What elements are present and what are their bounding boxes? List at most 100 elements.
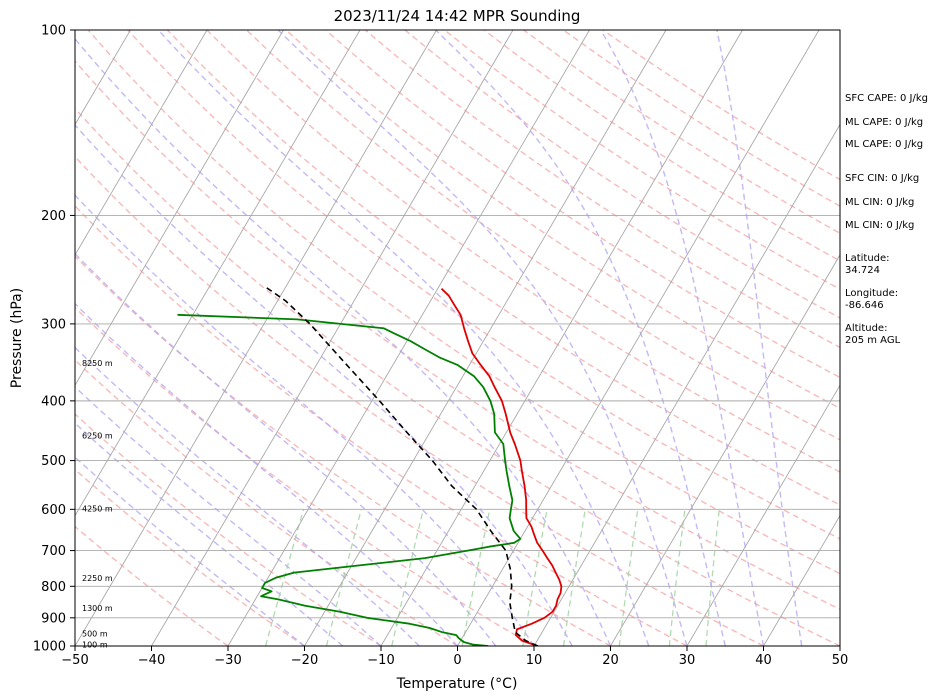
isotherm [380, 30, 743, 646]
dry-adiabat [246, 30, 840, 441]
x-axis-label: Temperature (°C) [396, 676, 518, 692]
info-item: ML CAPE: 0 J/kg [845, 139, 924, 150]
info-item: ML CAPE: 0 J/kg [845, 117, 924, 128]
dry-adiabat [75, 468, 305, 646]
plot-frame [74, 29, 841, 647]
parcel-line [263, 284, 539, 646]
y-tick-label: 800 [41, 580, 66, 595]
isotherm [227, 30, 590, 646]
x-tick-label: 30 [679, 653, 696, 668]
dry-adiabat [75, 306, 535, 646]
moist-adiabat [435, 30, 726, 646]
moist-adiabat [75, 346, 420, 646]
isotherm [75, 30, 208, 256]
altitude-label: 6250 m [82, 431, 113, 440]
altitude-label: 1300 m [82, 604, 113, 613]
dry-adiabat [444, 30, 840, 290]
dry-adiabat [75, 155, 764, 646]
isotherm [686, 384, 840, 646]
x-tick-label: −10 [367, 653, 394, 668]
mixing-ratio-line [668, 509, 686, 646]
x-tick-label: 50 [832, 653, 849, 668]
mixing-ratio-line [325, 509, 362, 646]
x-tick-label: −40 [138, 653, 165, 668]
moist-adiabat [75, 422, 344, 646]
mixing-ratio-line [264, 509, 305, 646]
altitude-label: 500 m [82, 630, 108, 639]
isotherm [610, 254, 840, 646]
moist-adiabat [75, 385, 382, 646]
dry-adiabat [75, 107, 840, 646]
moist-adiabat [277, 30, 688, 646]
dry-adiabat [325, 30, 840, 379]
y-tick-label: 600 [41, 503, 66, 518]
dry-adiabat [75, 255, 611, 646]
isotherm [75, 30, 437, 646]
y-tick-label: 700 [41, 544, 66, 559]
chart-title: 2023/11/24 14:42 MPR Sounding [334, 7, 581, 25]
x-tick-label: −30 [214, 653, 241, 668]
info-item: SFC CAPE: 0 J/kg [845, 93, 928, 104]
dry-adiabat [206, 30, 840, 473]
altitude-label: 4250 m [82, 504, 113, 513]
moist-adiabat [157, 30, 650, 646]
info-item: SFC CIN: 0 J/kg [845, 173, 920, 184]
y-tick-label: 900 [41, 611, 66, 626]
temperature-line [440, 288, 563, 646]
dry-adiabat [75, 359, 458, 646]
x-tick-label: 0 [453, 653, 461, 668]
axis-ticks: −50 −40 −30 −20 −10 0 10 20 30 40 50 100 200 300 400 50… [33, 24, 848, 669]
dry-adiabat [285, 30, 840, 410]
data-lines [177, 284, 563, 646]
isotherm [304, 30, 667, 646]
moist-adiabat [716, 30, 803, 646]
dry-adiabat [166, 30, 840, 506]
dry-adiabat [75, 60, 840, 611]
isotherm [75, 30, 284, 387]
y-tick-label: 300 [41, 317, 66, 332]
moist-adiabat [75, 37, 612, 646]
altitude-label: 8250 m [82, 359, 113, 368]
isotherm [75, 30, 361, 517]
background-lines [75, 30, 840, 646]
moist-adiabat [600, 30, 765, 646]
y-tick-label: 500 [41, 454, 66, 469]
y-tick-label: 100 [41, 24, 66, 39]
dry-adiabat [87, 30, 840, 575]
x-tick-label: −50 [61, 653, 88, 668]
x-tick-label: 40 [755, 653, 772, 668]
info-item: Longitude: -86.646 [845, 288, 899, 311]
altitude-label: 2250 m [82, 574, 113, 583]
info-item: Altitude: 205 m AGL [845, 323, 901, 346]
info-item: Latitude: 34.724 [845, 253, 890, 276]
moist-adiabat [75, 456, 305, 646]
y-tick-label: 200 [41, 209, 66, 224]
dewpoint-line [177, 313, 522, 646]
dry-adiabat [75, 413, 382, 646]
dry-adiabat [404, 30, 840, 319]
dry-adiabat [127, 30, 840, 540]
y-tick-label: 400 [41, 394, 66, 409]
isotherm [533, 123, 840, 646]
info-item: ML CIN: 0 J/kg [845, 197, 915, 208]
dry-adiabat [75, 525, 229, 646]
isotherm [151, 30, 514, 646]
info-item: ML CIN: 0 J/kg [845, 220, 915, 231]
dry-adiabat [75, 204, 688, 646]
isotherm [457, 30, 820, 646]
y-axis-label: Pressure (hPa) [9, 288, 25, 388]
moist-adiabat [75, 302, 459, 646]
x-tick-label: −20 [291, 653, 318, 668]
y-tick-label: 1000 [33, 640, 66, 655]
mixing-ratio-line [461, 509, 491, 646]
moist-adiabat [75, 194, 535, 646]
altitude-labels: 100 m 500 m 1300 m 2250 m 4250 m 6250 m 8250 m [82, 359, 113, 650]
altitude-label: 100 m [82, 641, 108, 650]
x-tick-label: 10 [526, 653, 543, 668]
moist-adiabat [75, 123, 573, 646]
mixing-ratio-line [705, 509, 720, 646]
moist-adiabat [75, 252, 497, 646]
isotherm [763, 514, 840, 646]
x-tick-label: 20 [602, 653, 619, 668]
